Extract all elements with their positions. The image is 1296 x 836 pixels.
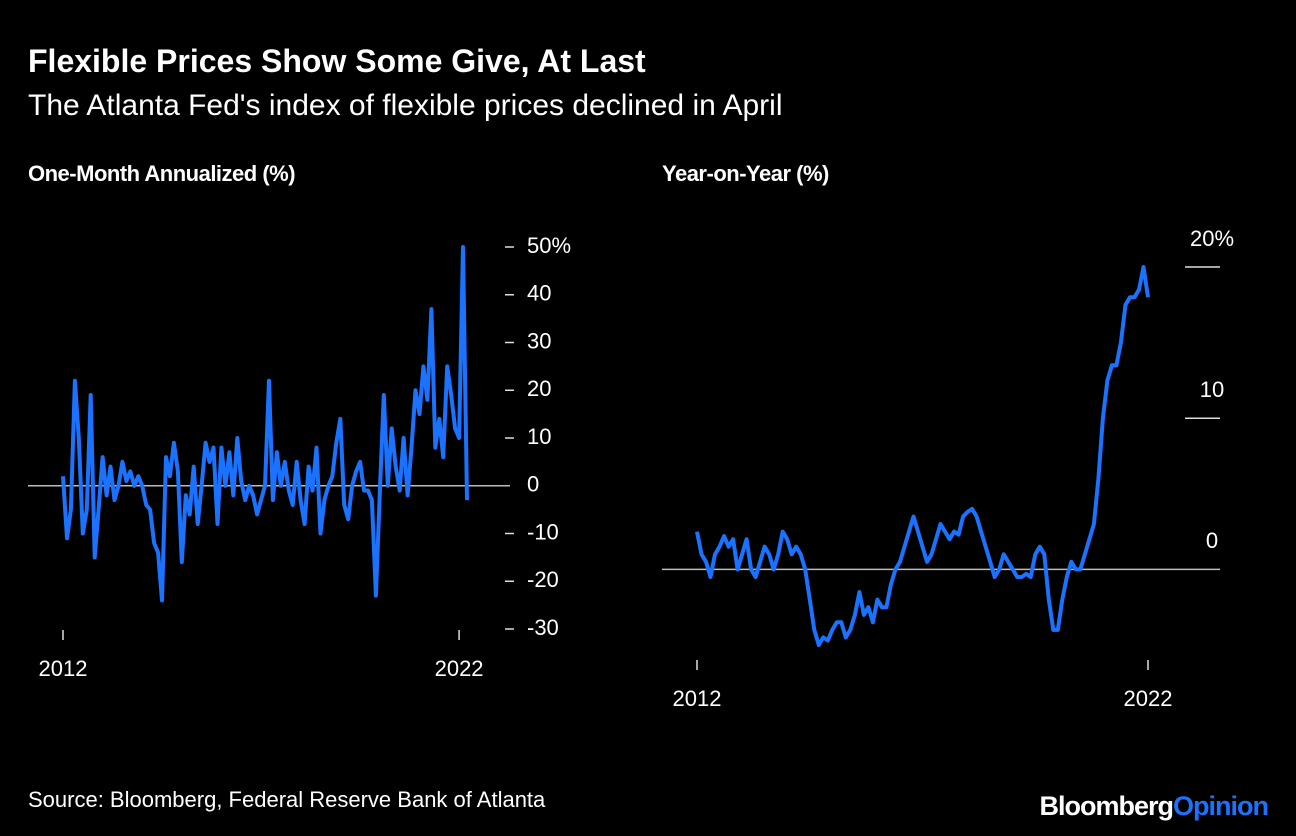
- panel-title: Year-on-Year (%): [662, 161, 829, 186]
- x-tick-label: 2022: [1124, 686, 1173, 711]
- y-tick-label: 40: [527, 281, 551, 306]
- logo: BloombergOpinion: [1040, 791, 1269, 821]
- chart-title: Flexible Prices Show Some Give, At Last: [28, 43, 646, 79]
- x-tick-label: 2022: [435, 656, 484, 681]
- x-tick-label: 2012: [39, 656, 88, 681]
- logo-suffix: Opinion: [1173, 791, 1268, 821]
- y-tick-label: 50%: [527, 233, 571, 258]
- y-tick-label: -20: [527, 567, 559, 592]
- y-tick-label: 10: [527, 424, 551, 449]
- panel-title: One-Month Annualized (%): [28, 161, 295, 186]
- data-line: [61, 245, 469, 603]
- y-tick-label: -30: [527, 615, 559, 640]
- y-tick-label: 0: [1206, 528, 1218, 553]
- y-tick-label: 20: [527, 376, 551, 401]
- y-tick-label: 30: [527, 328, 551, 353]
- x-tick-label: 2012: [673, 686, 722, 711]
- chart-subtitle: The Atlanta Fed's index of flexible pric…: [28, 89, 782, 122]
- y-tick-label: 0: [527, 472, 539, 497]
- y-tick-label: 20%: [1190, 226, 1234, 251]
- y-tick-label: -10: [527, 519, 559, 544]
- y-tick-label: 10: [1200, 377, 1224, 402]
- source: Source: Bloomberg, Federal Reserve Bank …: [28, 787, 546, 812]
- data-line: [695, 265, 1150, 647]
- logo-name: Bloomberg: [1040, 791, 1174, 821]
